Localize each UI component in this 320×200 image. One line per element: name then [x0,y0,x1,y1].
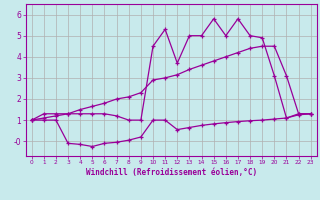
X-axis label: Windchill (Refroidissement éolien,°C): Windchill (Refroidissement éolien,°C) [86,168,257,177]
